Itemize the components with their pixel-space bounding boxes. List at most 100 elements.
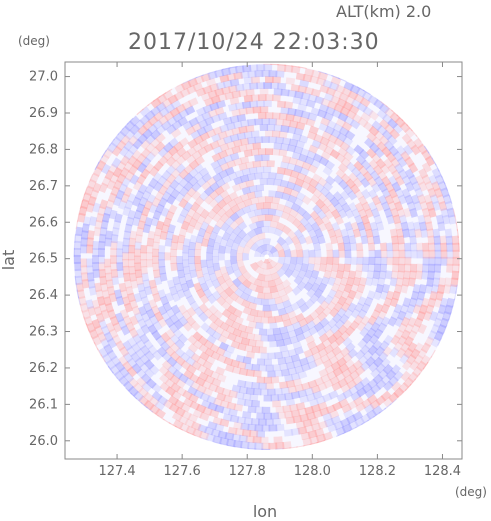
radar-cell [269, 245, 278, 254]
radar-cell [169, 351, 181, 362]
radar-cell [127, 155, 138, 167]
radar-cell [87, 230, 95, 240]
radar-cell [152, 262, 160, 272]
radar-cell [301, 381, 311, 391]
radar-cell [220, 86, 232, 95]
radar-cell [252, 388, 262, 396]
radar-cell [105, 230, 113, 240]
radar-cell [118, 375, 130, 387]
radar-cell [232, 225, 243, 236]
radar-cell [186, 295, 196, 306]
radar-cell [274, 242, 284, 252]
radar-cell [257, 94, 267, 102]
radar-cell [148, 279, 157, 289]
radar-cell [283, 101, 294, 110]
radar-cell [224, 432, 235, 441]
radar-cell [434, 242, 442, 252]
radar-cell [186, 186, 197, 198]
radar-cell [281, 279, 292, 289]
radar-cell [175, 103, 187, 114]
radar-cell [260, 262, 267, 270]
radar-cell [321, 306, 333, 317]
radar-cell [152, 111, 164, 122]
radar-cell [364, 339, 375, 351]
radar-cell [234, 295, 245, 306]
radar-cell [345, 109, 357, 120]
radar-cell [355, 171, 367, 183]
radar-cell [370, 383, 382, 395]
radar-cell [362, 256, 370, 266]
radar-cell [332, 256, 340, 265]
radar-cell [254, 172, 263, 180]
radar-cell [382, 380, 394, 392]
radar-cell [435, 310, 445, 322]
radar-cell [154, 408, 166, 419]
radar-cell [310, 422, 322, 432]
radar-cell [309, 75, 320, 85]
x-axis: 127.4 127.6 127.8 128.0 128.2 128.4 [98, 62, 461, 479]
radar-cell [288, 156, 299, 166]
radar-cell [171, 234, 180, 244]
radar-cell [385, 290, 395, 301]
radar-cell [281, 192, 291, 201]
radar-cell [347, 90, 359, 101]
radar-cell [114, 370, 125, 382]
radar-cell [191, 360, 202, 371]
radar-cell [276, 236, 287, 246]
radar-cell [245, 350, 255, 359]
radar-cell [367, 176, 378, 188]
radar-cell [289, 256, 298, 265]
radar-cell [194, 248, 202, 257]
radar-cell [323, 344, 335, 355]
radar-cell [440, 242, 448, 252]
radar-cell [440, 187, 450, 198]
radar-cell [285, 77, 296, 86]
radar-cell [440, 207, 449, 218]
radar-cell [168, 322, 179, 334]
radar-cell [143, 399, 155, 411]
radar-cell [205, 224, 215, 235]
radar-cell [192, 82, 204, 92]
radar-cell [403, 335, 414, 347]
radar-cell [371, 277, 380, 287]
radar-cell [238, 107, 248, 116]
radar-cell [332, 249, 340, 258]
radar-cell [189, 400, 201, 411]
radar-cell [416, 249, 424, 259]
radar-cell [386, 134, 398, 146]
radar-cell [422, 249, 430, 259]
radar-cell [236, 245, 245, 254]
radar-cell [274, 296, 284, 305]
radar-cell [241, 101, 252, 109]
radar-cell [231, 127, 241, 136]
radar-cell [340, 383, 352, 394]
radar-cell [123, 149, 135, 161]
radar-cell [381, 188, 392, 199]
radar-cell [290, 391, 301, 400]
radar-cell [216, 199, 227, 210]
radar-cell [284, 355, 294, 364]
y-tick-label: 26.0 [29, 434, 58, 449]
radar-cell [248, 64, 259, 72]
radar-cell [294, 241, 303, 251]
radar-cell [192, 408, 204, 419]
radar-cell [319, 203, 330, 215]
radar-cell [428, 174, 438, 186]
radar-cell [384, 123, 396, 135]
radar-cell [114, 213, 123, 224]
radar-cell [406, 303, 416, 315]
radar-cell [174, 339, 185, 350]
radar-cell [219, 437, 230, 446]
radar-cell [358, 165, 369, 177]
radar-cell [255, 285, 264, 294]
radar-cell [353, 314, 364, 326]
radar-cell [338, 398, 349, 409]
radar-cell [144, 216, 153, 227]
radar-cell [136, 174, 147, 185]
radar-cell [278, 148, 288, 157]
radar-cell [200, 220, 210, 231]
radar-cell [215, 366, 226, 376]
radar-cell [326, 119, 338, 130]
radar-cell [307, 164, 318, 174]
radar-cell [337, 263, 346, 273]
